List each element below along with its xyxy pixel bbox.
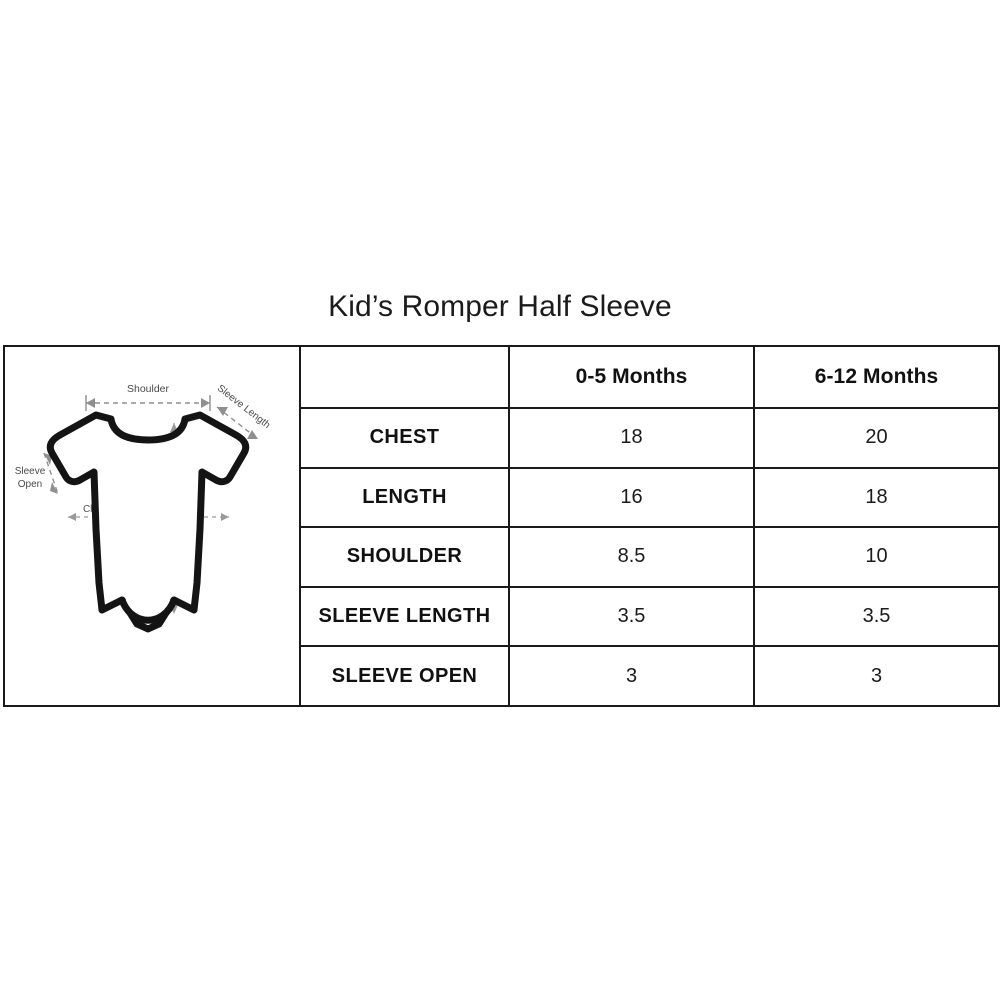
row-label-chest: CHEST [299, 406, 510, 469]
sleeve-length-arrow-start-icon [217, 407, 228, 416]
romper-body-outline [46, 411, 250, 633]
chest-arrow-right-icon [221, 513, 229, 521]
table-row: CHEST 18 20 [4, 406, 1000, 469]
romper-diagram-svg: Shoulder Sleeve Length [15, 383, 272, 633]
row-label-sleeve-length: SLEEVE LENGTH [299, 585, 510, 648]
sleeve-length-arrow-end-icon [247, 430, 258, 439]
page-title: Kid’s Romper Half Sleeve [328, 290, 672, 323]
cell-length-0-5: 16 [508, 466, 755, 529]
size-chart-table: Shoulder Sleeve Length [3, 345, 1000, 707]
chest-arrow-left-icon [68, 513, 76, 521]
cell-sleeve-open-0-5: 3 [508, 645, 755, 707]
sleeve-open-dimension-line [43, 452, 59, 495]
cell-shoulder-0-5: 8.5 [508, 526, 755, 588]
cell-length-6-12: 18 [753, 466, 1000, 529]
sleeve-open-arrow-bottom-icon [50, 482, 58, 494]
cell-sleeve-length-6-12: 3.5 [753, 585, 1000, 648]
table-header-row: Shoulder Sleeve Length [3, 345, 1000, 707]
table-row: SHOULDER 8.5 10 [4, 526, 1000, 588]
row-label-length: LENGTH [299, 466, 510, 529]
row-label-sleeve-open: SLEEVE OPEN [299, 645, 510, 707]
sleeve-length-dimension [216, 406, 259, 440]
row-label-shoulder: SHOULDER [299, 526, 510, 588]
table-row: SLEEVE LENGTH 3.5 3.5 [4, 585, 1000, 648]
cell-shoulder-6-12: 10 [753, 526, 1000, 588]
table-row: LENGTH 16 18 [4, 466, 1000, 529]
sleeve-open-label-line2: Open [18, 479, 42, 490]
sleeve-open-label-line1: Sleeve [15, 466, 46, 477]
cell-chest-6-12: 20 [753, 406, 1000, 469]
shoulder-label: Shoulder [127, 383, 170, 395]
cell-sleeve-open-6-12: 3 [753, 645, 1000, 707]
table-row: SLEEVE OPEN 3 3 [4, 645, 1000, 707]
shoulder-dimension [85, 395, 211, 411]
cell-sleeve-length-0-5: 3.5 [508, 585, 755, 648]
header-size-1: 6-12 Months [753, 345, 1000, 409]
cell-chest-0-5: 18 [508, 406, 755, 469]
romper-illustration: Shoulder Sleeve Length [5, 347, 299, 705]
illustration-cell: Shoulder Sleeve Length [3, 345, 301, 707]
shoulder-arrow-right-icon [201, 398, 210, 408]
header-size-0: 0-5 Months [508, 345, 755, 409]
header-empty-cell [299, 345, 510, 409]
romper-crotch-outline [118, 596, 178, 624]
shoulder-arrow-left-icon [86, 398, 95, 408]
